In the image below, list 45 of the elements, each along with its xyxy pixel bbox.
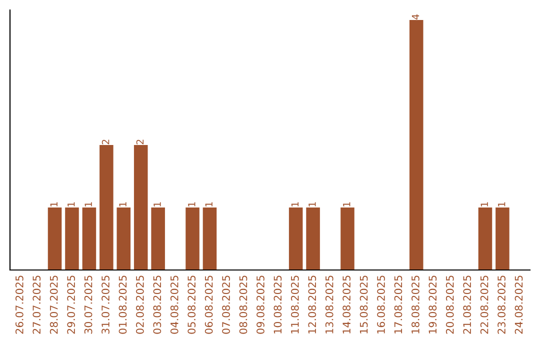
x-tick-label: 10.08.2025: [274, 276, 282, 334]
x-tick-label: 01.08.2025: [118, 276, 127, 334]
x-tick-label: 05.08.2025: [188, 276, 196, 334]
data-label: 1: [119, 202, 126, 206]
data-label: 1: [205, 202, 212, 206]
x-tick-label: 20.08.2025: [446, 276, 454, 334]
data-label: 2: [136, 140, 144, 144]
x-tick-label: 29.07.2025: [67, 276, 76, 334]
x-tick-label: 26.07.2025: [15, 276, 24, 334]
x-tick-label: 31.07.2025: [102, 276, 110, 334]
x-tick-label: 03.08.2025: [153, 276, 162, 334]
x-tick-label: 22.08.2025: [480, 276, 488, 334]
data-label: 1: [343, 202, 350, 206]
x-tick-label: 11.08.2025: [290, 276, 299, 334]
x-tick-label: 19.08.2025: [428, 276, 437, 334]
x-tick-label: 16.08.2025: [377, 276, 385, 334]
x-tick-label: 18.08.2025: [412, 276, 420, 334]
x-tick-label: 30.07.2025: [84, 276, 92, 334]
x-tick-label: 12.08.2025: [308, 276, 316, 334]
x-tick-label: 09.08.2025: [256, 276, 264, 334]
data-label: 1: [84, 202, 92, 206]
data-label: 1: [154, 202, 161, 206]
x-tick-label: 21.08.2025: [463, 276, 472, 334]
data-label: 1: [308, 202, 316, 206]
x-tick-label: 04.08.2025: [170, 276, 178, 334]
x-tick-label: 24.08.2025: [514, 276, 523, 334]
x-tick-label: 13.08.2025: [325, 276, 334, 334]
data-label: 1: [480, 202, 488, 206]
data-label: 1: [291, 202, 299, 206]
x-tick-label: 28.07.2025: [50, 276, 58, 334]
x-tick-label: 07.08.2025: [222, 276, 230, 334]
x-tick-label: 14.08.2025: [342, 276, 351, 334]
x-tick-label: 08.08.2025: [239, 276, 248, 334]
x-tick-label: 17.08.2025: [394, 276, 402, 334]
data-label: 2: [102, 140, 110, 144]
data-label: 1: [50, 202, 58, 206]
data-label: 4: [412, 14, 420, 20]
data-label: 1: [188, 202, 196, 206]
x-tick-label: 23.08.2025: [498, 276, 506, 334]
data-label: 1: [68, 202, 75, 206]
x-tick-label: 15.08.2025: [360, 276, 368, 334]
data-label: 1: [498, 202, 506, 206]
x-tick-label: 27.07.2025: [32, 276, 41, 334]
x-tick-label: 02.08.2025: [136, 276, 144, 334]
x-tick-label: 06.08.2025: [204, 276, 213, 334]
